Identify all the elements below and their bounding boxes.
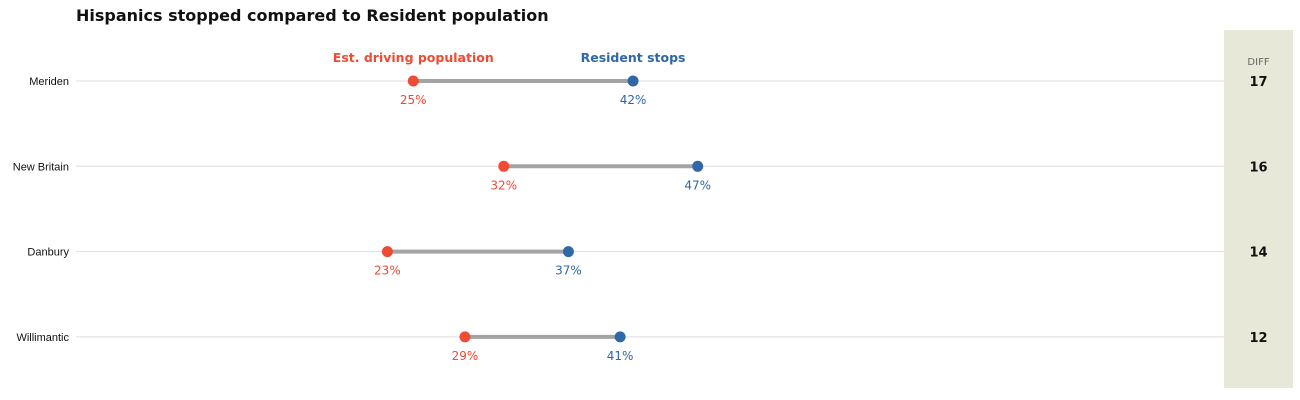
diff-value-danbury: 14 [1249, 246, 1267, 261]
stops-dot-meriden [627, 75, 639, 87]
diff-value-willimantic: 12 [1249, 331, 1267, 346]
chart-title: Hispanics stopped compared to Resident p… [76, 6, 549, 25]
stops-dot-new-britain [692, 160, 704, 172]
diff-column-panel [1224, 30, 1293, 388]
diff-value-new-britain: 16 [1249, 160, 1267, 175]
population-value-willimantic: 29% [452, 349, 479, 363]
chart-rows: Meriden 25% 42% 17 Est. driving population Re… [13, 50, 1268, 363]
population-value-new-britain: 32% [490, 178, 517, 192]
gridlines [76, 80, 1224, 338]
diff-column-header: DIFF [1247, 57, 1269, 68]
population-value-danbury: 23% [374, 264, 401, 278]
population-dot-new-britain [498, 160, 510, 172]
row-willimantic: Willimantic 29% 41% 12 [16, 331, 1267, 363]
legend-stops: Resident stops [581, 50, 686, 65]
row-label-danbury: Danbury [27, 247, 69, 259]
population-value-meriden: 25% [400, 93, 427, 107]
row-label-willimantic: Willimantic [16, 332, 69, 344]
row-danbury: Danbury 23% 37% 14 [27, 246, 1267, 278]
row-label-new-britain: New Britain [13, 161, 69, 173]
row-new-britain: New Britain 32% 47% 16 [13, 160, 1268, 192]
stops-value-willimantic: 41% [607, 349, 634, 363]
row-meriden: Meriden 25% 42% 17 Est. driving population Re… [29, 50, 1267, 107]
population-dot-willimantic [459, 331, 471, 343]
population-dot-meriden [407, 75, 419, 87]
row-label-meriden: Meriden [29, 76, 69, 88]
stops-dot-danbury [562, 246, 574, 258]
diff-value-meriden: 17 [1249, 75, 1267, 90]
legend-population: Est. driving population [333, 50, 494, 65]
stops-value-new-britain: 47% [684, 178, 711, 192]
stops-value-meriden: 42% [620, 93, 647, 107]
stops-dot-willimantic [614, 331, 626, 343]
population-dot-danbury [381, 246, 393, 258]
stops-value-danbury: 37% [555, 264, 582, 278]
